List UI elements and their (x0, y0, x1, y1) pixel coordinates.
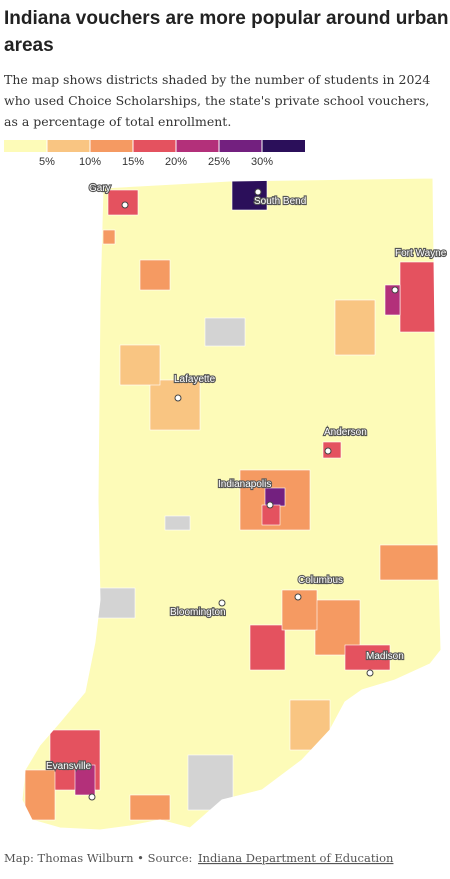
credit: Map: Thomas Wilburn • Source: (4, 851, 192, 865)
legend-tick-label: 30% (251, 156, 273, 168)
legend-swatch (90, 140, 133, 152)
source-link[interactable]: Indiana Department of Education (198, 851, 394, 865)
city-label: Indianapolis (218, 479, 271, 490)
city-label: Fort Wayne (395, 248, 447, 259)
legend-tick-label: 25% (208, 156, 230, 168)
district (289, 699, 331, 751)
legend-tick-label: 20% (165, 156, 187, 168)
city-label: Lafayette (174, 374, 216, 385)
city-label: South Bend (254, 196, 306, 207)
city-marker (218, 599, 226, 607)
district (149, 379, 201, 431)
title-line: areas (4, 35, 54, 56)
city-label: Bloomington (170, 607, 226, 618)
city-label: Madison (366, 651, 404, 662)
city-marker (324, 447, 332, 455)
city-label: Evansville (46, 761, 91, 772)
legend-swatch (47, 140, 90, 152)
district (24, 769, 56, 821)
district (344, 644, 391, 671)
city-marker (88, 793, 96, 801)
title-line: Indiana vouchers are more popular around… (4, 8, 448, 29)
district (187, 754, 234, 811)
city-marker (121, 201, 129, 209)
district (129, 794, 171, 821)
city-label: Columbus (298, 575, 343, 586)
legend-swatch (219, 140, 262, 152)
subtitle-line: who used Choice Scholarships, the state'… (4, 93, 429, 108)
city-marker (391, 286, 399, 294)
legend-tick-label: 15% (122, 156, 144, 168)
district (334, 299, 376, 356)
city-marker (294, 593, 302, 601)
district (399, 261, 438, 333)
city-marker (174, 394, 182, 402)
legend-swatch (262, 140, 305, 152)
district (102, 229, 116, 245)
city-marker (254, 188, 262, 196)
district (164, 515, 191, 531)
legend-swatch (176, 140, 219, 152)
district (249, 624, 286, 671)
city-label: Gary (89, 183, 111, 194)
legend-tick-label: 5% (39, 156, 55, 168)
legend-swatch (4, 140, 47, 152)
district (74, 764, 96, 796)
district (379, 544, 439, 581)
legend-tick-label: 10% (79, 156, 101, 168)
district (119, 344, 161, 386)
map (22, 178, 441, 830)
city-label: Anderson (324, 427, 367, 438)
subtitle-line: The map shows districts shaded by the nu… (4, 72, 430, 87)
city-marker (266, 501, 274, 509)
state-outline (21, 177, 442, 831)
legend-swatch (133, 140, 176, 152)
district (231, 179, 268, 211)
district (89, 587, 136, 619)
district (204, 317, 246, 347)
district (139, 259, 171, 291)
city-marker (366, 669, 374, 677)
subtitle-line: as a percentage of total enrollment. (4, 114, 231, 129)
